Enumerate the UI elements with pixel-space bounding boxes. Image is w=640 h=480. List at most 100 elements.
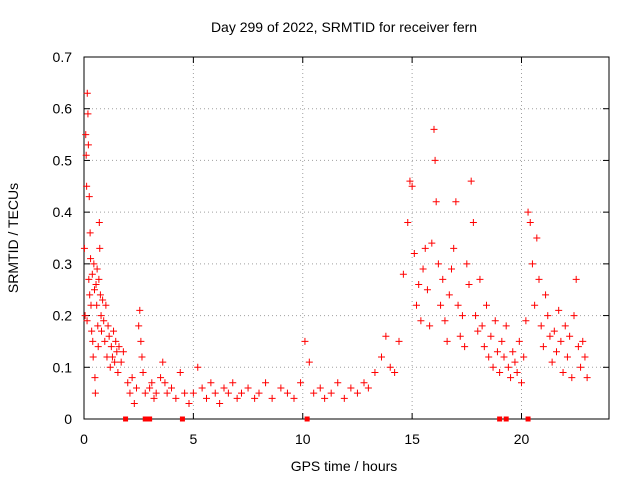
data-point	[86, 291, 94, 299]
data-point	[91, 374, 99, 382]
data-point	[161, 379, 169, 387]
data-point	[80, 244, 88, 252]
data-point	[251, 394, 259, 402]
data-point	[135, 322, 143, 330]
data-point	[537, 322, 545, 330]
data-point	[96, 244, 104, 252]
data-point	[480, 343, 488, 351]
data-point	[194, 363, 202, 371]
data-point	[568, 374, 576, 382]
data-point	[413, 301, 420, 309]
data-point	[489, 363, 497, 371]
x-axis-label: GPS time / hours	[291, 458, 398, 474]
y-tick-label: 0.7	[53, 49, 73, 65]
data-point	[391, 368, 399, 376]
data-point	[572, 275, 580, 283]
data-point	[203, 394, 210, 402]
data-point	[410, 250, 418, 258]
data-point	[101, 337, 109, 345]
data-point	[94, 322, 102, 330]
data-point	[500, 353, 508, 361]
data-point	[91, 389, 99, 397]
grid	[84, 57, 609, 419]
data-point	[434, 260, 442, 268]
data-point	[86, 229, 94, 237]
data-point	[461, 343, 469, 351]
data-point	[185, 399, 193, 407]
data-point	[104, 322, 112, 330]
data-point	[81, 312, 89, 320]
chart-title: Day 299 of 2022, SRMTID for receiver fer…	[211, 19, 477, 35]
data-point	[559, 368, 567, 376]
zero-value-marker	[503, 416, 509, 422]
data-point	[189, 389, 197, 397]
data-point	[277, 384, 285, 392]
data-point	[301, 337, 309, 345]
data-point	[99, 296, 107, 304]
data-point	[498, 337, 506, 345]
data-point	[146, 384, 154, 392]
x-tick-label: 15	[404, 431, 420, 447]
data-point	[150, 394, 158, 402]
data-point	[504, 363, 512, 371]
data-point	[229, 379, 237, 387]
data-point	[91, 286, 98, 294]
x-tick-label: 0	[80, 431, 88, 447]
y-tick-label: 0.6	[53, 101, 73, 117]
data-point	[176, 368, 184, 376]
data-point	[89, 353, 97, 361]
data-point	[583, 374, 591, 382]
data-point	[574, 343, 582, 351]
data-point	[148, 379, 156, 387]
data-point	[97, 312, 105, 320]
data-point	[553, 348, 560, 356]
data-point	[548, 358, 556, 366]
data-point	[224, 389, 232, 397]
x-tick-label: 10	[295, 431, 311, 447]
data-point	[106, 363, 114, 371]
data-point	[133, 384, 140, 392]
data-point	[544, 312, 552, 320]
data-point	[458, 312, 466, 320]
data-point	[579, 337, 587, 345]
data-point	[216, 399, 224, 407]
data-point	[105, 332, 113, 340]
data-point	[136, 306, 144, 314]
data-point	[439, 275, 447, 283]
plot-frame	[83, 56, 610, 420]
data-point	[382, 332, 390, 340]
data-point	[137, 337, 145, 345]
data-point	[378, 353, 385, 361]
data-point	[138, 353, 146, 361]
data-point	[432, 198, 440, 206]
data-point	[542, 291, 550, 299]
data-point	[581, 353, 589, 361]
data-point	[511, 358, 519, 366]
y-tick-label: 0.5	[53, 152, 73, 168]
data-point	[152, 389, 160, 397]
data-point	[465, 281, 473, 289]
data-point	[563, 353, 571, 361]
data-point	[469, 218, 477, 226]
data-point	[476, 275, 484, 283]
data-point	[220, 384, 228, 392]
data-point	[111, 358, 119, 366]
data-point	[454, 301, 462, 309]
zero-value-marker	[497, 416, 503, 422]
data-point	[141, 389, 149, 397]
data-point	[467, 177, 475, 185]
data-point	[130, 399, 138, 407]
data-point	[550, 327, 558, 335]
data-point	[364, 384, 372, 392]
data-point	[157, 374, 165, 382]
data-point	[107, 343, 115, 351]
data-point	[443, 337, 451, 345]
data-point	[255, 389, 263, 397]
data-point	[82, 151, 90, 159]
data-point	[340, 394, 348, 402]
data-point	[474, 327, 482, 335]
data-point	[456, 332, 464, 340]
data-point	[98, 327, 105, 335]
data-point	[515, 337, 523, 345]
data-point	[83, 317, 91, 325]
